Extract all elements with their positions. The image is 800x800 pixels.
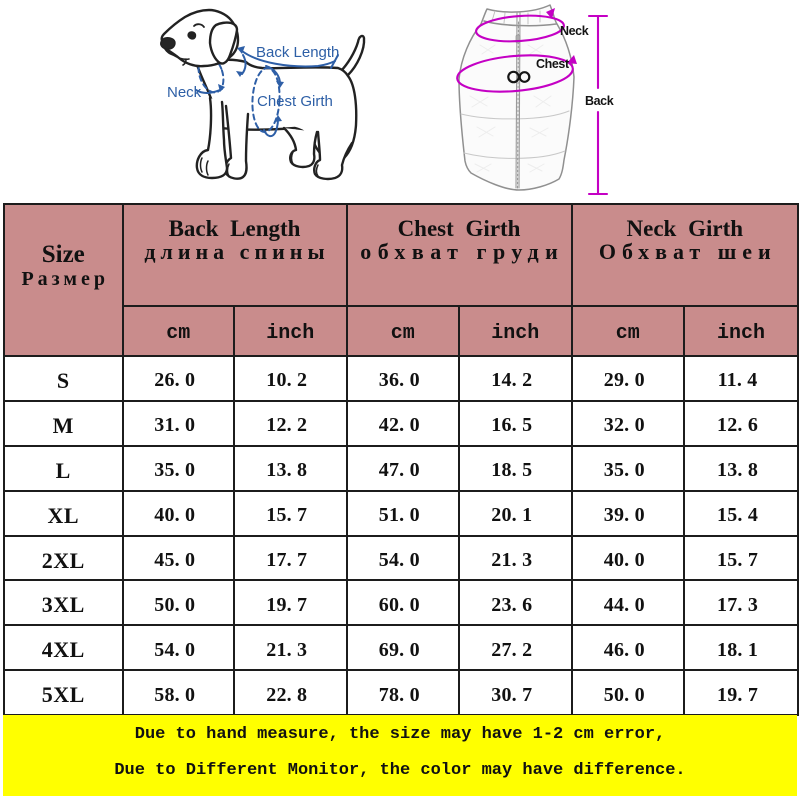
svg-text:Chest: Chest xyxy=(536,57,570,71)
svg-text:Neck: Neck xyxy=(560,24,589,38)
svg-text:Back Length: Back Length xyxy=(256,44,339,61)
svg-text:Neck: Neck xyxy=(167,84,202,101)
svg-text:Back: Back xyxy=(585,94,614,108)
svg-text:Chest Girth: Chest Girth xyxy=(257,93,333,110)
